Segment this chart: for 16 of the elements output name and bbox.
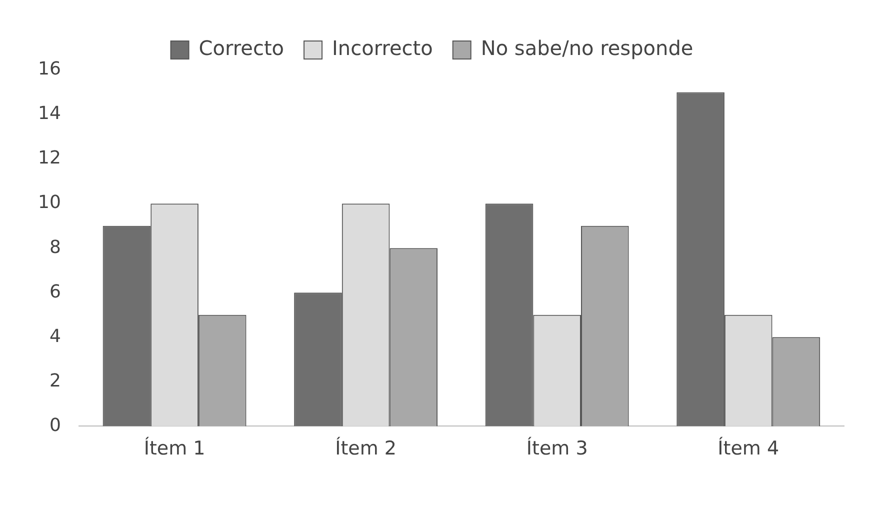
legend-label: No sabe/no responde — [480, 36, 694, 60]
legend-label: Correcto — [198, 36, 284, 60]
y-tick-label: 2 — [49, 370, 61, 392]
y-tick-label: 10 — [38, 192, 61, 214]
y-tick-label: 16 — [38, 58, 61, 80]
x-tick-label: Ítem 4 — [718, 436, 780, 460]
y-tick-label: 14 — [38, 103, 61, 124]
y-tick-label: 6 — [49, 281, 61, 302]
y-tick-label: 12 — [38, 148, 61, 169]
legend-label: Incorrecto — [332, 36, 433, 60]
x-tick-label: Ítem 1 — [144, 436, 206, 460]
y-tick-label: 8 — [49, 236, 61, 258]
y-tick-label: 4 — [49, 326, 61, 347]
x-tick-label: Ítem 3 — [526, 436, 588, 460]
x-tick-label: Ítem 2 — [335, 436, 397, 460]
y-tick-label: 0 — [49, 414, 61, 436]
